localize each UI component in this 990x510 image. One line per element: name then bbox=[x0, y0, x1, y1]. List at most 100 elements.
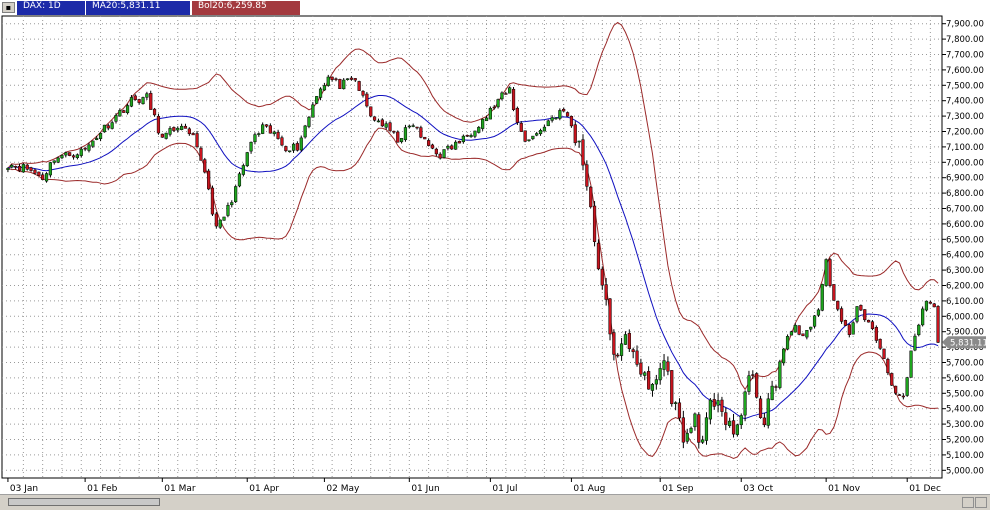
candle-body bbox=[890, 373, 894, 386]
candle-body bbox=[724, 412, 728, 425]
candle-body bbox=[218, 219, 222, 228]
candle-body bbox=[342, 79, 346, 90]
ma-label[interactable]: MA20:5,831.11 bbox=[86, 1, 190, 15]
candle-body bbox=[712, 399, 716, 407]
candle-body bbox=[326, 76, 330, 86]
candle-body bbox=[839, 308, 844, 322]
candle-body bbox=[511, 88, 516, 110]
candle-body bbox=[897, 394, 902, 396]
candle-body bbox=[670, 370, 674, 405]
candle-body bbox=[932, 303, 936, 308]
y-axis: 5,000.00 5,100.00 5,200.00 5,300.00 5,400.00… bbox=[942, 20, 984, 476]
candle-body bbox=[739, 415, 743, 426]
candle-body bbox=[623, 334, 628, 345]
y-tick-label: 7,500.00 bbox=[946, 81, 984, 91]
y-tick-label: 6,200.00 bbox=[946, 282, 984, 292]
candle-body bbox=[203, 159, 207, 173]
candle-body bbox=[508, 87, 512, 94]
candle-body bbox=[728, 420, 732, 426]
candle-body bbox=[801, 333, 805, 337]
x-tick-label: 01 Dec bbox=[909, 484, 941, 494]
candle-body bbox=[863, 309, 867, 321]
candle-body bbox=[199, 147, 203, 161]
candle-body bbox=[176, 127, 180, 131]
candle-body bbox=[608, 298, 612, 335]
candle-body bbox=[83, 147, 87, 150]
moving-average bbox=[7, 95, 939, 420]
candle-body bbox=[751, 374, 755, 376]
candle-body bbox=[878, 338, 882, 349]
scroll-right-button[interactable] bbox=[975, 497, 987, 508]
candle-body bbox=[253, 134, 257, 143]
candle-body bbox=[399, 138, 404, 143]
candle-body bbox=[882, 348, 886, 359]
candle-body bbox=[565, 112, 570, 117]
price-chart[interactable]: 5,000.00 5,100.00 5,200.00 5,300.00 5,400.00… bbox=[0, 0, 990, 494]
price-tag-shape bbox=[942, 336, 986, 349]
x-tick-label: 01 Jun bbox=[411, 484, 439, 494]
x-tick-label: 01 Feb bbox=[87, 484, 118, 494]
candle-body bbox=[843, 320, 848, 326]
candle-body bbox=[172, 127, 176, 131]
candle-body bbox=[149, 93, 153, 110]
y-tick-label: 5,900.00 bbox=[946, 328, 984, 338]
candle-body bbox=[299, 137, 303, 151]
x-axis: 03 Jan 01 Feb 01 Mar 01 Apr 02 May 01 Jun 01 J… bbox=[7, 478, 941, 494]
candle-body bbox=[110, 122, 114, 129]
candle-body bbox=[64, 152, 68, 156]
scroll-left-button[interactable] bbox=[962, 497, 974, 508]
candle-body bbox=[454, 141, 458, 150]
candle-body bbox=[145, 93, 149, 98]
candle-body bbox=[91, 140, 95, 147]
candle-body bbox=[612, 332, 616, 355]
candle-body bbox=[693, 413, 697, 428]
candle-body bbox=[261, 124, 265, 134]
candle-body bbox=[249, 141, 253, 152]
candle-body bbox=[473, 130, 477, 137]
candle-body bbox=[349, 77, 354, 80]
horizontal-scrollbar[interactable] bbox=[0, 494, 990, 510]
candle-body bbox=[361, 90, 365, 96]
menu-icon[interactable]: ▪ bbox=[2, 2, 15, 13]
y-tick-label: 5,200.00 bbox=[946, 436, 984, 446]
candle-body bbox=[245, 152, 249, 167]
y-tick-label: 7,700.00 bbox=[946, 51, 984, 61]
candle-body bbox=[585, 164, 589, 187]
candle-body bbox=[504, 93, 508, 95]
candle-body bbox=[650, 384, 655, 391]
candle-body bbox=[407, 125, 411, 128]
candle-body bbox=[616, 354, 620, 357]
candle-body bbox=[137, 99, 141, 103]
candle-body bbox=[14, 166, 18, 168]
y-tick-label: 7,900.00 bbox=[946, 20, 984, 30]
candle-body bbox=[639, 362, 643, 375]
candle-body bbox=[234, 186, 238, 203]
x-tick-label: 03 Jan bbox=[10, 484, 38, 494]
plot-area bbox=[1, 15, 943, 479]
candle-body bbox=[735, 424, 739, 435]
candle-body bbox=[95, 138, 99, 140]
candle-body bbox=[778, 361, 782, 388]
candle-body bbox=[10, 164, 14, 168]
candle-body bbox=[118, 110, 122, 117]
candle-body bbox=[396, 131, 400, 143]
candle-body bbox=[766, 398, 770, 426]
ma-line bbox=[7, 95, 939, 420]
symbol-label[interactable]: DAX: 1D bbox=[17, 1, 85, 15]
candle-body bbox=[924, 300, 929, 311]
x-tick-label: 01 Jul bbox=[492, 484, 517, 494]
candle-body bbox=[334, 78, 338, 81]
candle-body bbox=[596, 242, 601, 270]
candle-body bbox=[372, 116, 377, 121]
candle-body bbox=[457, 140, 462, 144]
candle-body bbox=[37, 171, 41, 176]
candle-body bbox=[17, 165, 22, 171]
scroll-thumb[interactable] bbox=[8, 498, 160, 506]
candle-body bbox=[793, 324, 797, 333]
candle-body bbox=[303, 125, 307, 138]
candle-body bbox=[307, 116, 311, 127]
y-tick-label: 6,900.00 bbox=[946, 174, 984, 184]
candle-body bbox=[195, 133, 199, 148]
bollinger-label[interactable]: Bol20:6,259.85 bbox=[192, 1, 300, 15]
candle-body bbox=[311, 104, 315, 118]
